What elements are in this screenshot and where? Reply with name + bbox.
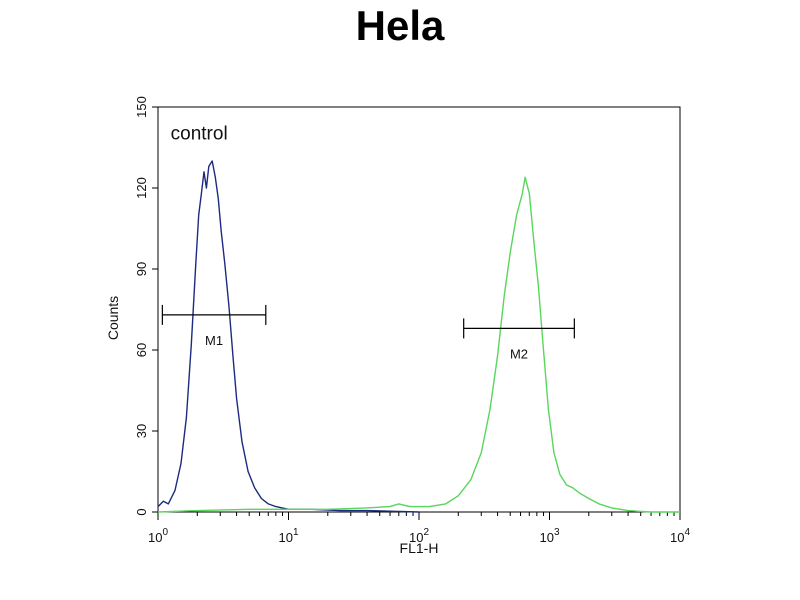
y-tick-label: 90 xyxy=(134,262,149,276)
control-annotation: control xyxy=(171,123,228,144)
x-tick-label: 101 xyxy=(278,527,298,545)
x-tick-label: 102 xyxy=(409,527,429,545)
series-line-control xyxy=(157,160,420,513)
chart-title: Hela xyxy=(355,2,445,49)
y-tick-label: 0 xyxy=(134,508,149,515)
x-tick-label: 100 xyxy=(148,527,168,545)
y-tick-label: 30 xyxy=(134,424,149,438)
annotation-layer: control xyxy=(171,123,228,144)
series-layer xyxy=(157,160,680,513)
gate-label-m2: M2 xyxy=(510,346,528,361)
y-tick-label: 150 xyxy=(134,96,149,118)
x-axis-ticks: 100 101 102 103 104 xyxy=(148,512,690,545)
y-tick-label: 60 xyxy=(134,343,149,357)
x-axis-label: FL1-H xyxy=(400,540,439,556)
y-axis-label: Counts xyxy=(105,296,121,340)
plot-frame xyxy=(157,106,681,513)
x-tick-label: 104 xyxy=(670,527,690,545)
x-tick-label: 103 xyxy=(539,527,559,545)
y-axis-ticks: 0 30 60 90 120 150 xyxy=(134,96,158,516)
series-line-series-2 xyxy=(157,176,680,513)
gate-label-m1: M1 xyxy=(205,333,223,348)
marker-layer: M1 M2 xyxy=(161,304,575,361)
y-tick-label: 120 xyxy=(134,177,149,199)
